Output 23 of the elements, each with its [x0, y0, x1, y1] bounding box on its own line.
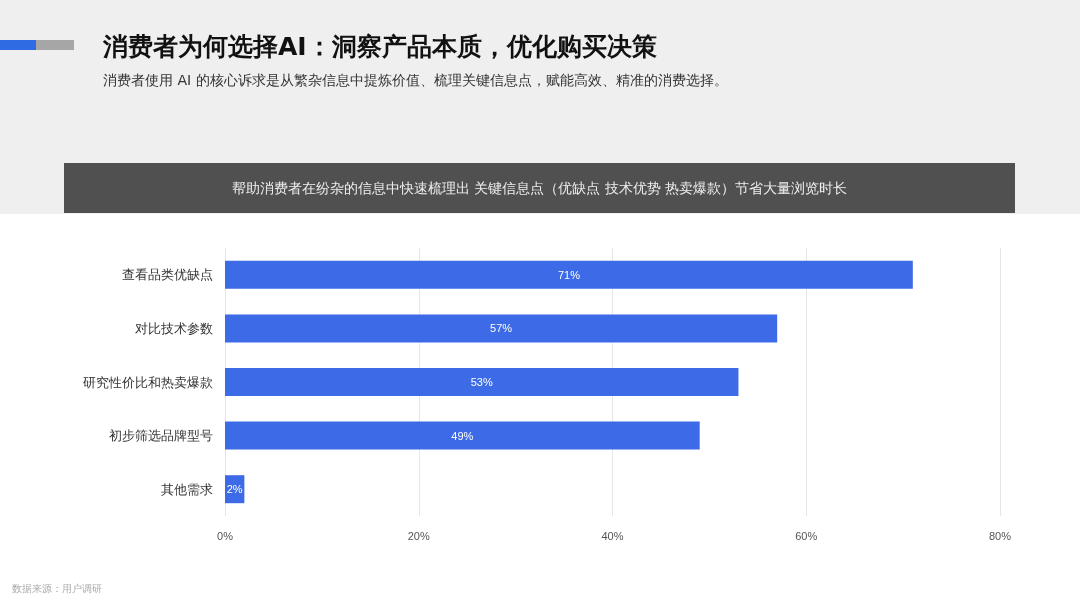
y-tick-label: 其他需求	[161, 481, 213, 497]
data-label: 53%	[470, 376, 493, 388]
chart-title: 消费者为何选择AI：洞察产品本质，优化购买决策	[103, 31, 657, 63]
y-tick-label: 初步筛选品牌型号	[109, 428, 213, 444]
data-label: 49%	[451, 429, 474, 442]
bar	[225, 368, 739, 396]
chart-subtitle: 消费者使用 AI 的核心诉求是从繁杂信息中提炼价值、梳理关键信息点，赋能高效、精准的消费选择。	[103, 72, 728, 90]
y-tick-label: 查看品类优缺点	[122, 267, 213, 283]
text: 帮助消费者在纷杂的信息中快速梳理出 关键信息点（优缺点 技术优势 热卖爆款）节省大量浏览时长	[64, 163, 1015, 213]
bar	[225, 260, 913, 289]
data-label: 57%	[490, 322, 513, 335]
x-tick-label: 40%	[601, 529, 624, 542]
y-tick-label: 研究性价比和热卖爆款	[83, 374, 213, 390]
bar	[225, 314, 778, 343]
x-tick-label: 60%	[795, 529, 818, 542]
data-label: 2%	[226, 483, 243, 496]
source-note: 数据来源：用户调研	[12, 582, 102, 596]
x-tick-label: 80%	[988, 529, 1012, 542]
y-tick-label: 对比技术参数	[135, 320, 213, 336]
data-label: 71%	[557, 268, 581, 281]
x-tick-label: 20%	[407, 529, 430, 542]
bar	[225, 421, 700, 450]
x-tick-label: 0%	[217, 529, 234, 542]
